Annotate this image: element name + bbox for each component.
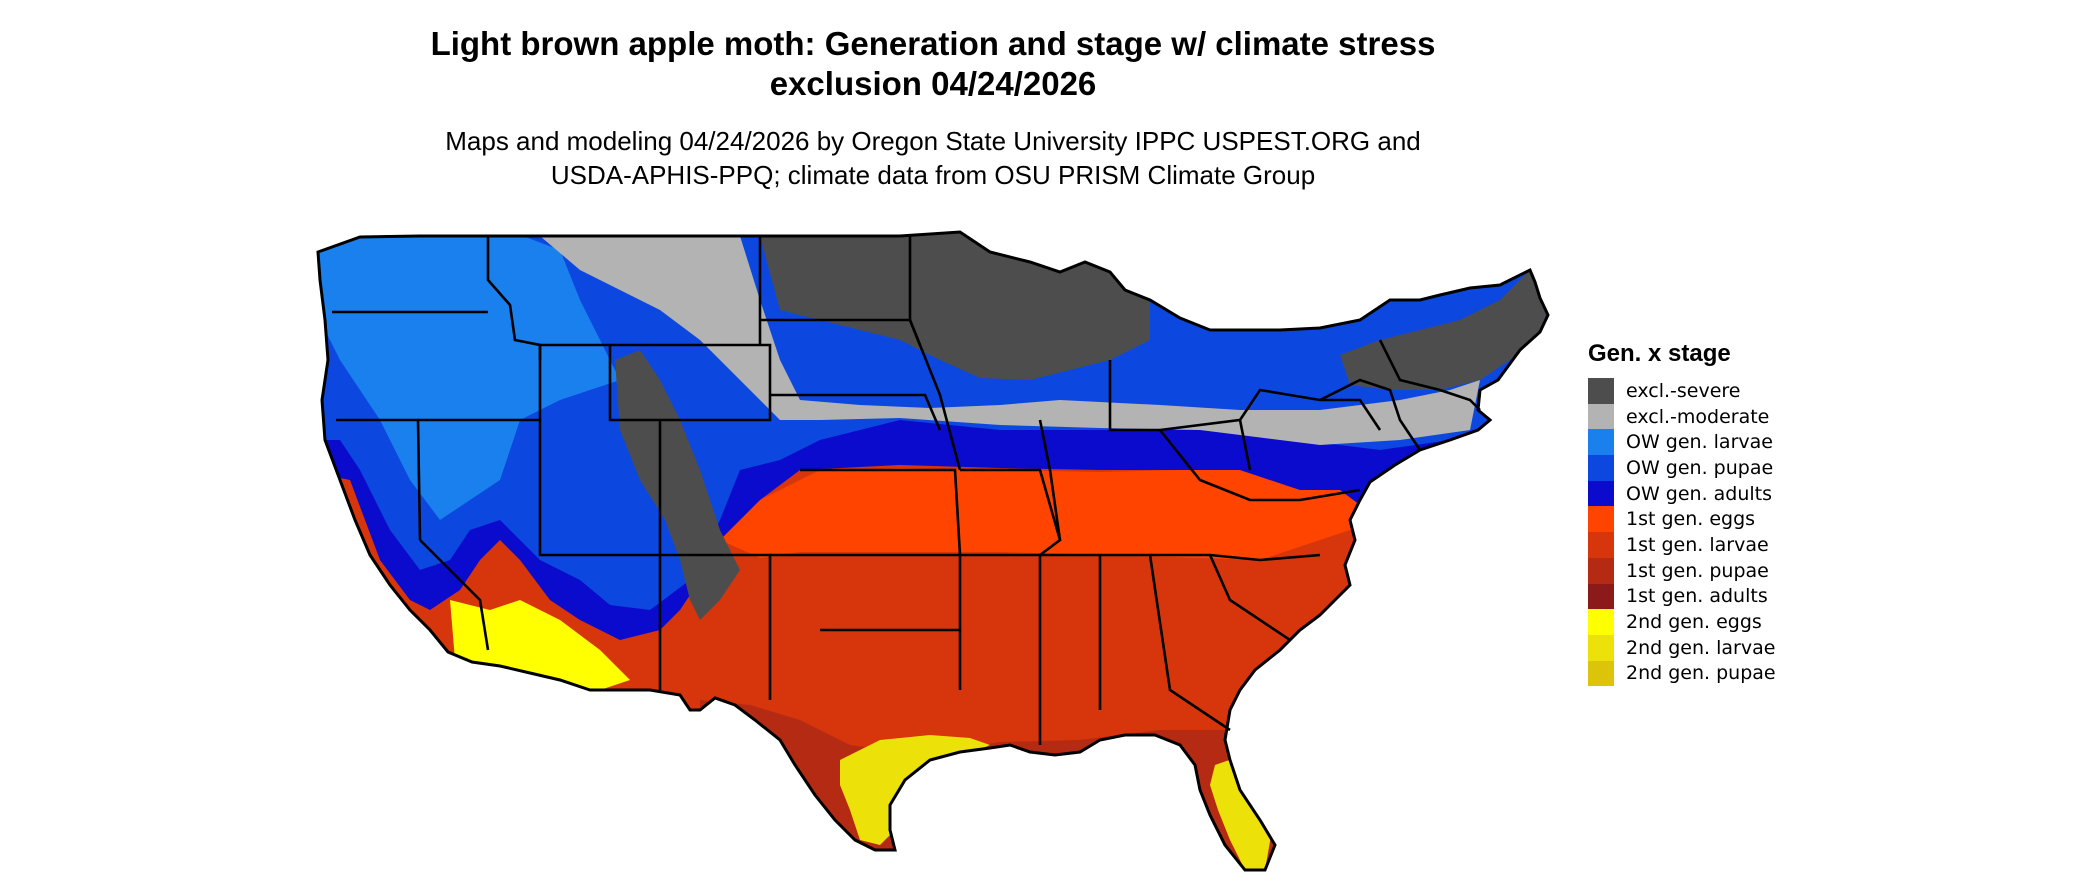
map-title: Light brown apple moth: Generation and s… (0, 24, 1866, 104)
border-ne-ks (800, 468, 962, 556)
legend-label: 1st gen. adults (1626, 585, 1768, 608)
zone-ow-gen-larvae-west (318, 232, 620, 520)
legend-swatch (1588, 480, 1614, 507)
map-subtitle-line-2: USDA-APHIS-PPQ; climate data from OSU PR… (550, 160, 1316, 190)
legend-label: excl.-moderate (1626, 405, 1770, 428)
legend-item: 1st gen. eggs (1588, 506, 1776, 533)
border-vt-nh (1378, 339, 1441, 392)
legend-label: OW gen. adults (1626, 482, 1773, 505)
legend-swatch (1588, 429, 1614, 456)
map-title-line-1: Light brown apple moth: Generation and s… (430, 25, 1436, 62)
legend-item: excl.-moderate (1588, 403, 1776, 430)
legend-label: 1st gen. pupae (1626, 559, 1769, 582)
border-il-in (1038, 419, 1062, 541)
legend-swatch (1588, 557, 1614, 584)
legend-items: excl.-severe excl.-moderate OW gen. larvae… (1588, 378, 1776, 687)
legend-swatch (1588, 403, 1614, 430)
zone-1st-gen-eggs-band (720, 468, 1380, 560)
border-ar-la (960, 553, 1042, 745)
legend-label: 2nd gen. eggs (1626, 611, 1762, 634)
legend-item: 1st gen. adults (1588, 583, 1776, 610)
map-subtitle-line-1: Maps and modeling 04/24/2026 by Oregon S… (445, 126, 1421, 156)
legend-item: 2nd gen. larvae (1588, 634, 1776, 661)
legend-swatch (1588, 378, 1614, 404)
legend-label: excl.-severe (1626, 379, 1741, 402)
legend-swatch (1588, 506, 1614, 533)
zone-excl-severe-northeast (1340, 270, 1548, 390)
border-tn (1040, 553, 1321, 562)
legend-item: excl.-severe (1588, 378, 1776, 404)
legend-label: OW gen. pupae (1626, 456, 1774, 479)
legend-item: OW gen. adults (1588, 480, 1776, 507)
border-nv-ut-az (418, 418, 662, 690)
border-wy (610, 343, 772, 422)
legend-swatch (1588, 634, 1614, 661)
border-al-ga (1148, 554, 1231, 732)
legend-label: OW gen. larvae (1626, 431, 1773, 454)
legend-label: 1st gen. eggs (1626, 508, 1756, 531)
border-ca-nv-az (419, 539, 490, 651)
border-ks-ok (770, 553, 962, 690)
border-ma-ct (1439, 388, 1481, 411)
legend-label: 2nd gen. larvae (1626, 636, 1776, 659)
state-borders (332, 236, 1481, 745)
legend-title: Gen. x stage (1588, 340, 1731, 367)
us-map (316, 230, 1550, 872)
border-sd-ne (770, 393, 942, 431)
border-mn-ia-mo (908, 236, 962, 471)
legend-item: 2nd gen. eggs (1588, 609, 1776, 635)
legend-item: 2nd gen. pupae (1588, 660, 1776, 687)
legend-item: 1st gen. pupae (1588, 557, 1776, 584)
map-title-line-2: exclusion 04/24/2026 (769, 65, 1097, 102)
map-subtitle: Maps and modeling 04/24/2026 by Oregon S… (0, 124, 1866, 192)
border-ky-wv-va (1158, 429, 1361, 502)
legend-label: 2nd gen. pupae (1626, 662, 1776, 685)
legend-swatch (1588, 609, 1614, 635)
legend-item: OW gen. larvae (1588, 429, 1776, 456)
legend-swatch (1588, 532, 1614, 558)
border-mo-il (960, 468, 1062, 557)
legend-item: OW gen. pupae (1588, 455, 1776, 481)
legend-swatch (1588, 455, 1614, 481)
zone-excl-moderate (540, 236, 1480, 445)
legend: Gen. x stage excl.-severe excl.-moderate O… (1588, 340, 1776, 687)
zone-excl-severe-rockies (615, 350, 740, 620)
border-co-nm (658, 420, 772, 700)
legend-swatch (1588, 583, 1614, 610)
legend-item: 1st gen. larvae (1588, 532, 1776, 558)
border-ga-sc (1208, 554, 1291, 642)
border-ny-nj (1319, 378, 1422, 451)
legend-label: 1st gen. larvae (1626, 533, 1769, 556)
legend-swatch (1588, 660, 1614, 687)
